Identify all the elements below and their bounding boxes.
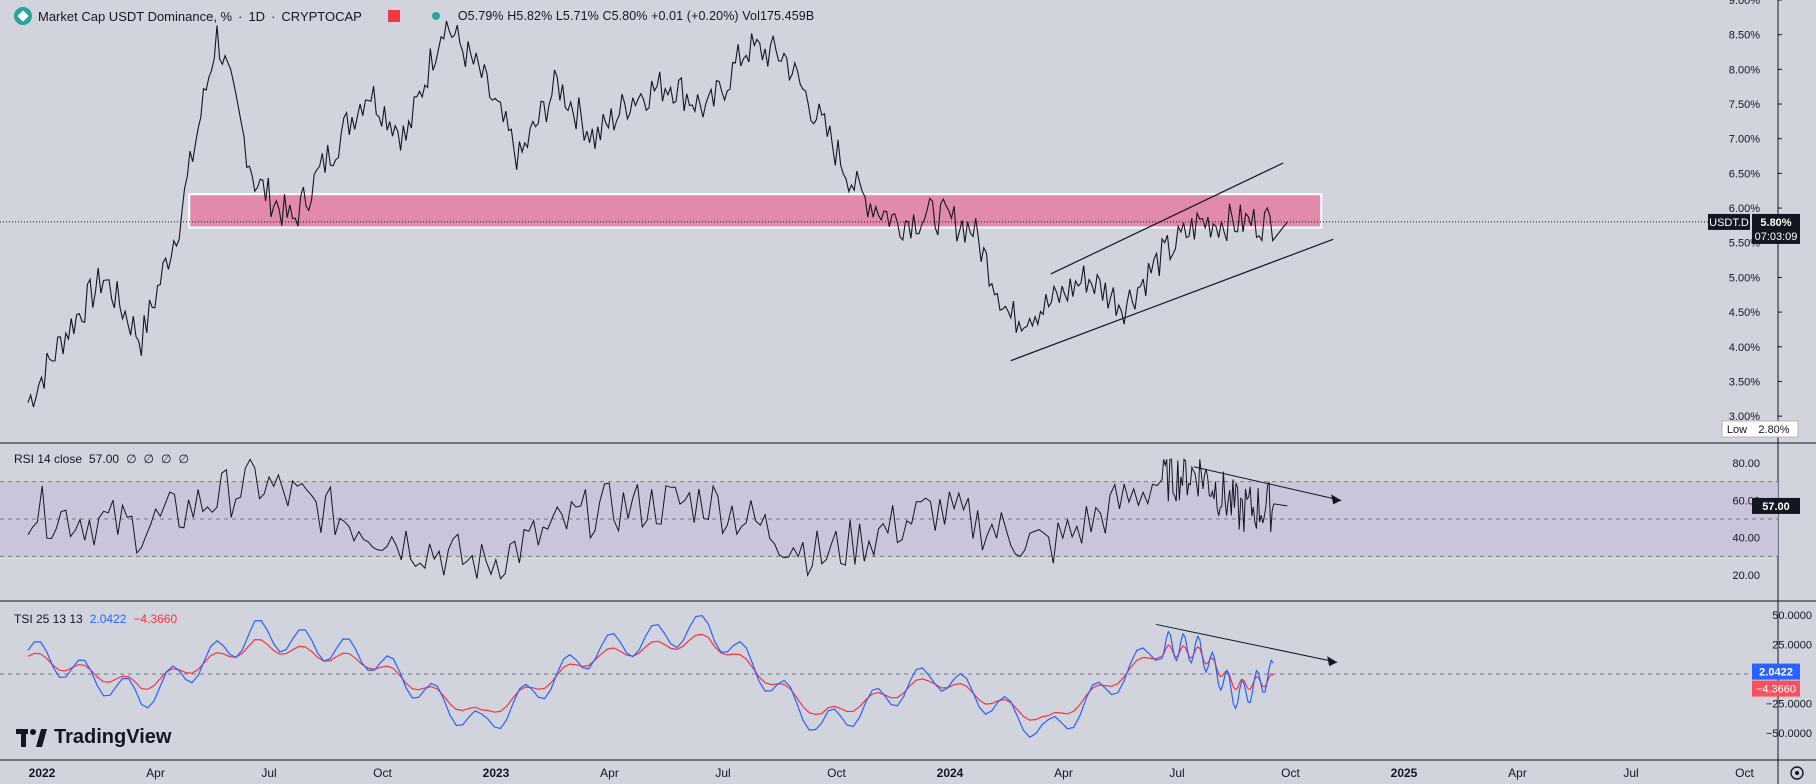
- tsi-divergence-arrow: [1327, 656, 1338, 667]
- price-series-line: [27, 20, 1288, 408]
- price-tick-label: 3.00%: [1729, 411, 1760, 423]
- settings-gear-icon[interactable]: [1790, 766, 1804, 780]
- tsi-signal-badge-bg: [1752, 680, 1800, 697]
- price-tick-label: 8.00%: [1729, 64, 1760, 76]
- symbol-title[interactable]: Market Cap USDT Dominance, %: [38, 8, 233, 24]
- time-axis-label: Apr: [146, 766, 165, 780]
- legend-dot-sep: ·: [238, 8, 243, 24]
- price-badge-bg: [1752, 213, 1800, 244]
- channel-lower-line: [1010, 238, 1334, 362]
- price-badge-value: 5.80%: [1760, 217, 1791, 229]
- change-value: +0.01 (+0.20%): [651, 9, 739, 23]
- time-axis-label: 2022: [29, 766, 56, 780]
- time-axis-label: Oct: [1735, 766, 1754, 780]
- tsi-tick-label: 50.0000: [1772, 610, 1812, 622]
- rsi-extra: ∅: [160, 452, 172, 466]
- price-tick-label: 6.50%: [1729, 168, 1760, 180]
- source-label: CRYPTOCAP: [281, 8, 362, 24]
- rsi-extra: ∅: [126, 452, 137, 466]
- rsi-line: [27, 458, 1288, 580]
- symbol-legend: Market Cap USDT Dominance, % · 1D · CRYP…: [14, 5, 814, 27]
- price-badge-timer: 07:03:09: [1755, 231, 1798, 243]
- flag-icon[interactable]: [387, 10, 400, 22]
- rsi-tick-label: 80.00: [1732, 458, 1760, 470]
- price-tick-label: 5.00%: [1729, 272, 1760, 284]
- rsi-divergence-line: [1193, 466, 1342, 501]
- tsi-badge-bg: [1752, 663, 1800, 680]
- rsi-divergence-arrow: [1331, 494, 1342, 505]
- gear-ring: [1790, 766, 1804, 780]
- price-tick-label: 7.50%: [1729, 99, 1760, 111]
- rsi-legend: RSI 14 close 57.00 ∅ ∅ ∅ ∅: [14, 452, 189, 466]
- time-axis-label: Oct: [1281, 766, 1300, 780]
- rsi-tick-label: 20.00: [1732, 570, 1760, 582]
- time-axis-label: Jul: [261, 766, 276, 780]
- tsi-divergence-line: [1155, 623, 1338, 663]
- price-tick-label: 8.50%: [1729, 30, 1760, 42]
- symbol-badge: USDT.D: [1709, 217, 1749, 229]
- time-axis-label: Apr: [600, 766, 619, 780]
- price-tick-label: 6.00%: [1729, 203, 1760, 215]
- tradingview-logo-icon: [16, 728, 47, 747]
- volume-value: Vol175.459B: [742, 9, 815, 23]
- time-axis-label: Oct: [827, 766, 846, 780]
- low-badge-bg: [1721, 420, 1799, 438]
- price-tick-label: 7.00%: [1729, 134, 1760, 146]
- rsi-badge: 57.00: [1762, 501, 1790, 513]
- ohlc-values: O5.79% H5.82% L5.71% C5.80% +0.01 (+0.20…: [458, 9, 814, 23]
- symbol-badge-bg: [1708, 213, 1750, 230]
- resistance-zone: [188, 193, 1323, 229]
- rsi-value: 57.00: [89, 452, 120, 466]
- legend-dot-sep: ·: [271, 8, 276, 24]
- low-value: L5.71%: [555, 9, 599, 23]
- time-axis-label: Jul: [1623, 766, 1638, 780]
- time-axis-label: Jul: [1169, 766, 1184, 780]
- high-value: H5.82%: [507, 9, 553, 23]
- tsi-label[interactable]: TSI 25 13 13: [14, 612, 83, 626]
- rsi-label[interactable]: RSI 14 close: [14, 452, 83, 466]
- interval-label[interactable]: 1D: [248, 8, 266, 24]
- tsi-signal-value: −4.3660: [133, 612, 178, 626]
- rsi-tick-label: 40.00: [1732, 533, 1760, 545]
- tsi-badge: 2.0422: [1759, 667, 1793, 679]
- tsi-signal-line: [27, 633, 1274, 721]
- gear-hub: [1795, 771, 1799, 775]
- tsi-signal-badge: −4.3660: [1756, 684, 1796, 696]
- tsi-legend: TSI 25 13 13 2.0422 −4.3660: [14, 612, 177, 626]
- open-value: O5.79%: [457, 9, 504, 23]
- tsi-tick-label: −50.0000: [1766, 728, 1812, 740]
- rsi-badge-bg: [1752, 497, 1800, 514]
- channel-upper-line: [1050, 162, 1284, 275]
- time-axis-label: 2023: [483, 766, 510, 780]
- tsi-tick-label: −25.0000: [1766, 699, 1812, 711]
- time-axis-label: Apr: [1054, 766, 1073, 780]
- price-tick-label: 4.50%: [1729, 307, 1760, 319]
- time-axis-label: Oct: [373, 766, 392, 780]
- low-badge-label: Low: [1727, 424, 1747, 436]
- tsi-tick-label: 25.0000: [1772, 640, 1812, 652]
- tradingview-logo[interactable]: TradingView: [16, 726, 171, 749]
- close-value: C5.80%: [602, 9, 648, 23]
- market-status-dot-icon[interactable]: [431, 12, 440, 20]
- time-axis-label: Jul: [715, 766, 730, 780]
- price-tick-label: 4.00%: [1729, 342, 1760, 354]
- price-tick-label: 9.00%: [1729, 0, 1760, 7]
- tsi-value: 2.0422: [89, 612, 127, 626]
- tsi-line: [27, 614, 1274, 738]
- usdt-logo-icon: [14, 7, 32, 25]
- time-axis-label: Apr: [1508, 766, 1527, 780]
- rsi-extra: ∅: [178, 452, 189, 466]
- low-badge-value: 2.80%: [1758, 424, 1789, 436]
- rsi-extra: ∅: [143, 452, 154, 466]
- time-axis-label: 2024: [937, 766, 964, 780]
- price-tick-label: 3.50%: [1729, 376, 1760, 388]
- time-axis-label: 2025: [1391, 766, 1418, 780]
- brand-name: TradingView: [54, 726, 172, 748]
